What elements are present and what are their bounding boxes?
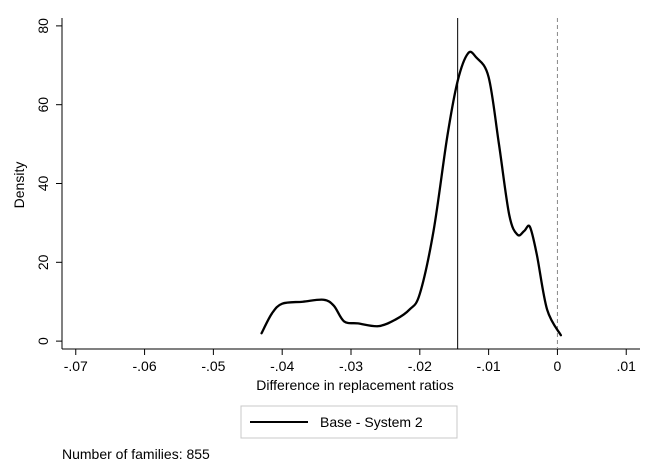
x-tick-label: .01 bbox=[617, 358, 637, 374]
x-tick-label: -.05 bbox=[201, 358, 225, 374]
x-axis-title: Difference in replacement ratios bbox=[256, 377, 453, 393]
x-tick-label: -.02 bbox=[408, 358, 432, 374]
y-tick-label: 0 bbox=[35, 337, 51, 345]
y-tick-label: 40 bbox=[35, 176, 51, 192]
y-axis-title: Density bbox=[11, 162, 27, 209]
y-tick-label: 20 bbox=[35, 254, 51, 270]
x-tick-label: 0 bbox=[554, 358, 562, 374]
y-tick-label: 60 bbox=[35, 97, 51, 113]
series-line bbox=[260, 50, 563, 337]
legend-label: Base - System 2 bbox=[320, 414, 423, 430]
families-note: Number of families: 855 bbox=[62, 446, 210, 462]
x-tick-label: -.06 bbox=[133, 358, 157, 374]
x-tick-label: -.03 bbox=[339, 358, 363, 374]
reference-lines bbox=[457, 18, 558, 349]
x-tick-label: -.07 bbox=[64, 358, 88, 374]
x-tick-label: -.04 bbox=[270, 358, 294, 374]
x-ticks: -.07 -.06 -.05 -.04 -.03 -.02 -.01 0 .01 bbox=[64, 349, 636, 374]
y-ticks: 0 20 40 60 80 bbox=[35, 18, 62, 345]
y-tick-label: 80 bbox=[35, 18, 51, 34]
x-tick-label: -.01 bbox=[477, 358, 501, 374]
legend: Base - System 2 bbox=[240, 405, 458, 439]
